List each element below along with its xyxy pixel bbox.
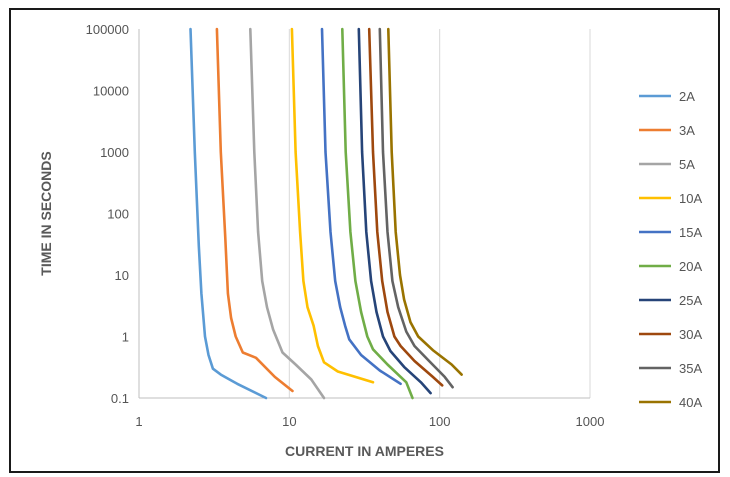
series-line-3a [215,27,294,393]
x-tick-label: 10 [282,414,296,429]
y-axis-title: TIME IN SECONDS [38,151,54,275]
series-line-40a [386,27,463,376]
legend-label: 40A [679,395,702,410]
legend-label: 10A [679,191,702,206]
y-tick-label: 1 [122,330,129,345]
axes [138,29,590,399]
series-line-30a [367,27,444,387]
series-line-35a [378,27,454,389]
y-tick-label: 1000 [100,145,129,160]
y-tick-label: 0.1 [111,391,129,406]
tick-labels: 1 10 100 1000 0.1 1 10 100 1000 10000 100000 [86,22,605,429]
chart-svg: 1 10 100 1000 0.1 1 10 100 1000 10000 100000 2A 3A 5… [38,22,702,459]
legend-label: 2A [679,89,695,104]
legend-label: 25A [679,293,702,308]
series-line-5a [249,27,326,400]
series-line-2a [189,27,268,400]
x-tick-label: 100 [429,414,451,429]
x-tick-label: 1000 [576,414,605,429]
series-line-20a [340,27,414,400]
series-line-10a [290,27,375,384]
legend: 2A 3A 5A 10A 15A 20A 25A 30A 35A 40A [639,89,702,410]
series-line-25a [357,27,432,395]
series-line-15a [320,27,402,386]
y-tick-label: 10000 [93,84,129,99]
series-lines [189,27,463,400]
x-axis-title: CURRENT IN AMPERES [285,443,444,459]
legend-label: 5A [679,157,695,172]
y-tick-label: 100 [107,207,129,222]
legend-label: 3A [679,123,695,138]
y-tick-label: 10 [115,268,129,283]
legend-label: 30A [679,327,702,342]
legend-label: 35A [679,361,702,376]
legend-label: 15A [679,225,702,240]
legend-label: 20A [679,259,702,274]
chart-frame: 1 10 100 1000 0.1 1 10 100 1000 10000 100000 2A 3A 5… [9,8,720,473]
x-tick-label: 1 [135,414,142,429]
y-tick-label: 100000 [86,22,129,37]
